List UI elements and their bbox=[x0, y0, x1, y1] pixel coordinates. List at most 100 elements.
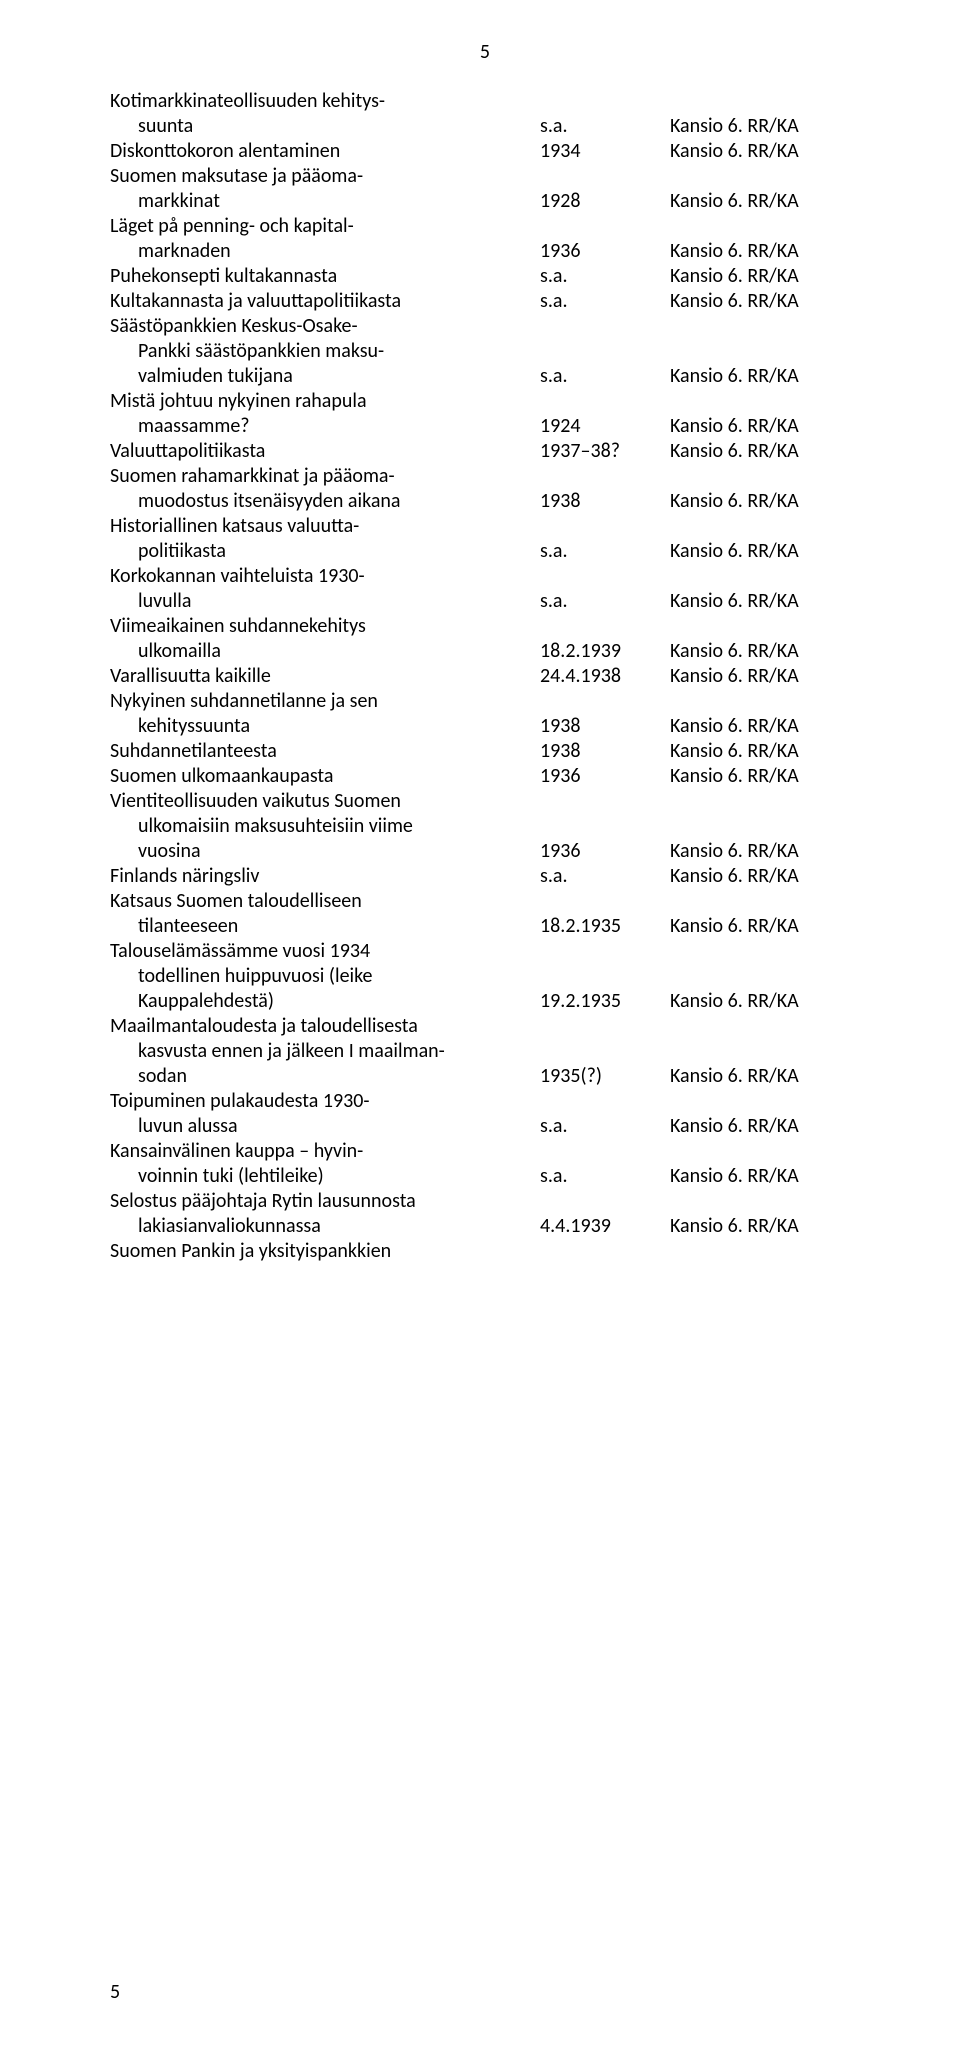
entry-title-line: luvun alussa bbox=[110, 1114, 540, 1139]
entry-location: Kansio 6. RR/KA bbox=[670, 989, 860, 1014]
entry-date: 1938 bbox=[540, 739, 670, 764]
entry-title-line: Suomen ulkomaankaupasta bbox=[110, 764, 540, 789]
entry-title-line: suunta bbox=[110, 114, 540, 139]
entry-location: Kansio 6. RR/KA bbox=[670, 1114, 860, 1139]
entry-row: Suomen maksutase ja pääoma- bbox=[110, 164, 860, 189]
entry-date: s.a. bbox=[540, 589, 670, 614]
entry-date: 1936 bbox=[540, 239, 670, 264]
entry-title-line: kehityssuunta bbox=[110, 714, 540, 739]
entry-location: Kansio 6. RR/KA bbox=[670, 114, 860, 139]
entry-title-line: Maailmantaloudesta ja taloudellisesta bbox=[110, 1014, 540, 1039]
entry-date: 1937–38? bbox=[540, 439, 670, 464]
entry-title-line: Läget på penning- och kapital- bbox=[110, 214, 540, 239]
entry-row: Läget på penning- och kapital- bbox=[110, 214, 860, 239]
entry-date: 1935(?) bbox=[540, 1064, 670, 1089]
entry-title-line: Viimeaikainen suhdannekehitys bbox=[110, 614, 540, 639]
entry-row: voinnin tuki (lehtileike)s.a.Kansio 6. R… bbox=[110, 1164, 860, 1189]
entry-date: s.a. bbox=[540, 864, 670, 889]
entry-row: Historiallinen katsaus valuutta- bbox=[110, 514, 860, 539]
entry-title-line: ulkomailla bbox=[110, 639, 540, 664]
entry-date: 19.2.1935 bbox=[540, 989, 670, 1014]
entry-row: Suomen rahamarkkinat ja pääoma- bbox=[110, 464, 860, 489]
entry-location: Kansio 6. RR/KA bbox=[670, 414, 860, 439]
page-number-top: 5 bbox=[110, 40, 860, 65]
entry-location: Kansio 6. RR/KA bbox=[670, 739, 860, 764]
entry-location: Kansio 6. RR/KA bbox=[670, 189, 860, 214]
entry-title-line: Säästöpankkien Keskus-Osake- bbox=[110, 314, 540, 339]
entry-location: Kansio 6. RR/KA bbox=[670, 439, 860, 464]
entry-row: Suomen ulkomaankaupasta1936Kansio 6. RR/… bbox=[110, 764, 860, 789]
entry-title-line: Suomen rahamarkkinat ja pääoma- bbox=[110, 464, 540, 489]
entry-row: Mistä johtuu nykyinen rahapula bbox=[110, 389, 860, 414]
entry-row: Viimeaikainen suhdannekehitys bbox=[110, 614, 860, 639]
entry-title-line: maassamme? bbox=[110, 414, 540, 439]
entry-row: suuntas.a.Kansio 6. RR/KA bbox=[110, 114, 860, 139]
entry-date: s.a. bbox=[540, 289, 670, 314]
entry-row: kasvusta ennen ja jälkeen I maailman- bbox=[110, 1039, 860, 1064]
entry-location: Kansio 6. RR/KA bbox=[670, 1164, 860, 1189]
entry-row: ulkomaisiin maksusuhteisiin viime bbox=[110, 814, 860, 839]
entry-row: Korkokannan vaihteluista 1930- bbox=[110, 564, 860, 589]
entry-date: 1928 bbox=[540, 189, 670, 214]
entry-date: s.a. bbox=[540, 539, 670, 564]
entry-title-line: politiikasta bbox=[110, 539, 540, 564]
entry-title-line: ulkomaisiin maksusuhteisiin viime bbox=[110, 814, 540, 839]
entry-title-line: Finlands näringsliv bbox=[110, 864, 540, 889]
entry-row: Maailmantaloudesta ja taloudellisesta bbox=[110, 1014, 860, 1039]
entry-row: luvun alussas.a.Kansio 6. RR/KA bbox=[110, 1114, 860, 1139]
entry-row: Puhekonsepti kultakannastas.a.Kansio 6. … bbox=[110, 264, 860, 289]
entry-row: lakiasianvaliokunnassa4.4.1939Kansio 6. … bbox=[110, 1214, 860, 1239]
entry-location: Kansio 6. RR/KA bbox=[670, 664, 860, 689]
entry-location: Kansio 6. RR/KA bbox=[670, 239, 860, 264]
entry-title-line: Toipuminen pulakaudesta 1930- bbox=[110, 1089, 540, 1114]
entry-title-line: Mistä johtuu nykyinen rahapula bbox=[110, 389, 540, 414]
entry-title-line: Suomen maksutase ja pääoma- bbox=[110, 164, 540, 189]
entry-title-line: Varallisuutta kaikille bbox=[110, 664, 540, 689]
entry-title-line: Puhekonsepti kultakannasta bbox=[110, 264, 540, 289]
document-page: 5 Kotimarkkinateollisuuden kehitys-suunt… bbox=[0, 0, 960, 2045]
entry-row: Kotimarkkinateollisuuden kehitys- bbox=[110, 89, 860, 114]
entry-title-line: kasvusta ennen ja jälkeen I maailman- bbox=[110, 1039, 540, 1064]
entries-list: Kotimarkkinateollisuuden kehitys-suuntas… bbox=[110, 89, 860, 1264]
entry-row: Kansainvälinen kauppa – hyvin- bbox=[110, 1139, 860, 1164]
entry-row: valmiuden tukijanas.a.Kansio 6. RR/KA bbox=[110, 364, 860, 389]
page-number-bottom: 5 bbox=[110, 1980, 120, 2005]
entry-row: Suhdannetilanteesta1938Kansio 6. RR/KA bbox=[110, 739, 860, 764]
entry-row: muodostus itsenäisyyden aikana1938Kansio… bbox=[110, 489, 860, 514]
entry-row: politiikastas.a.Kansio 6. RR/KA bbox=[110, 539, 860, 564]
entry-title-line: Nykyinen suhdannetilanne ja sen bbox=[110, 689, 540, 714]
entry-title-line: muodostus itsenäisyyden aikana bbox=[110, 489, 540, 514]
entry-date: 18.2.1939 bbox=[540, 639, 670, 664]
entry-title-line: todellinen huippuvuosi (leike bbox=[110, 964, 540, 989]
entry-location: Kansio 6. RR/KA bbox=[670, 839, 860, 864]
entry-date: s.a. bbox=[540, 1114, 670, 1139]
entry-date: s.a. bbox=[540, 1164, 670, 1189]
entry-row: Kultakannasta ja valuuttapolitiikastas.a… bbox=[110, 289, 860, 314]
entry-row: maassamme?1924Kansio 6. RR/KA bbox=[110, 414, 860, 439]
entry-date: s.a. bbox=[540, 264, 670, 289]
entry-date: 1936 bbox=[540, 839, 670, 864]
entry-row: marknaden1936Kansio 6. RR/KA bbox=[110, 239, 860, 264]
entry-date: 1934 bbox=[540, 139, 670, 164]
entry-location: Kansio 6. RR/KA bbox=[670, 1214, 860, 1239]
entry-row: Suomen Pankin ja yksityispankkien bbox=[110, 1239, 860, 1264]
entry-row: Nykyinen suhdannetilanne ja sen bbox=[110, 689, 860, 714]
entry-location: Kansio 6. RR/KA bbox=[670, 539, 860, 564]
entry-title-line: Suhdannetilanteesta bbox=[110, 739, 540, 764]
entry-location: Kansio 6. RR/KA bbox=[670, 589, 860, 614]
entry-date: 1936 bbox=[540, 764, 670, 789]
entry-title-line: Vientiteollisuuden vaikutus Suomen bbox=[110, 789, 540, 814]
entry-row: Talouselämässämme vuosi 1934 bbox=[110, 939, 860, 964]
entry-location: Kansio 6. RR/KA bbox=[670, 1064, 860, 1089]
entry-row: tilanteeseen18.2.1935Kansio 6. RR/KA bbox=[110, 914, 860, 939]
entry-row: vuosina1936Kansio 6. RR/KA bbox=[110, 839, 860, 864]
entry-title-line: lakiasianvaliokunnassa bbox=[110, 1214, 540, 1239]
entry-date: 18.2.1935 bbox=[540, 914, 670, 939]
entry-location: Kansio 6. RR/KA bbox=[670, 639, 860, 664]
entry-title-line: Historiallinen katsaus valuutta- bbox=[110, 514, 540, 539]
entry-row: Selostus pääjohtaja Rytin lausunnosta bbox=[110, 1189, 860, 1214]
entry-row: Katsaus Suomen taloudelliseen bbox=[110, 889, 860, 914]
entry-row: Varallisuutta kaikille24.4.1938Kansio 6.… bbox=[110, 664, 860, 689]
entry-title-line: Suomen Pankin ja yksityispankkien bbox=[110, 1239, 540, 1264]
entry-row: Kauppalehdestä)19.2.1935Kansio 6. RR/KA bbox=[110, 989, 860, 1014]
